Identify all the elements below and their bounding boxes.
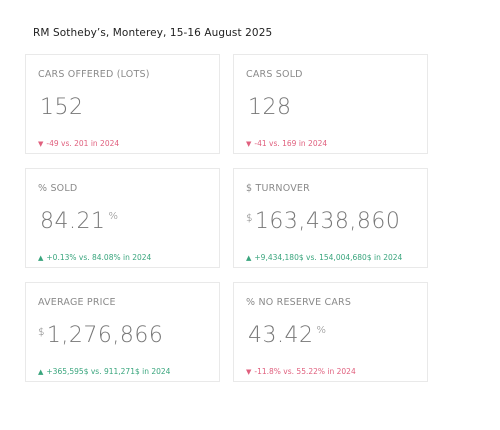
kpi-card-turnover: $ TURNOVER $163,438,860 ▲ +9,434,180$ vs.… (233, 168, 428, 268)
arrow-down-icon: ▼ (38, 140, 44, 148)
arrow-up-icon: ▲ (38, 254, 44, 262)
kpi-label: AVERAGE PRICE (38, 297, 116, 308)
arrow-down-icon: ▼ (246, 140, 252, 148)
kpi-number: 152 (40, 95, 84, 120)
kpi-card-average-price: AVERAGE PRICE $1,276,866 ▲ +365,595$ vs. … (25, 282, 220, 382)
arrow-up-icon: ▲ (38, 368, 44, 376)
kpi-delta-text: +9,434,180$ vs. 154,004,680$ in 2024 (254, 253, 403, 262)
kpi-card-no-reserve: % NO RESERVE CARS 43.42% ▼ -11.8% vs. 55.… (233, 282, 428, 382)
kpi-delta: ▼ -11.8% vs. 55.22% in 2024 (246, 367, 356, 376)
kpi-number: 128 (248, 95, 292, 120)
kpi-label: $ TURNOVER (246, 183, 310, 194)
kpi-value: 43.42% (246, 323, 327, 348)
kpi-suffix: % (316, 325, 327, 336)
kpi-delta: ▲ +9,434,180$ vs. 154,004,680$ in 2024 (246, 253, 402, 262)
kpi-value: $1,276,866 (38, 323, 166, 348)
kpi-label: % SOLD (38, 183, 78, 194)
kpi-delta-text: -49 vs. 201 in 2024 (46, 139, 120, 148)
kpi-delta-text: -11.8% vs. 55.22% in 2024 (254, 367, 356, 376)
page-title: RM Sotheby’s, Monterey, 15-16 August 202… (33, 27, 273, 39)
kpi-label: % NO RESERVE CARS (246, 297, 352, 308)
kpi-value: 128 (246, 95, 295, 120)
kpi-number: 1,276,866 (46, 323, 164, 348)
kpi-number: 43.42 (248, 323, 314, 348)
kpi-value: $163,438,860 (246, 209, 403, 234)
kpi-label: CARS OFFERED (LOTS) (38, 69, 150, 80)
kpi-number: 84.21 (40, 209, 106, 234)
kpi-value: 84.21% (38, 209, 119, 234)
kpi-delta: ▲ +0.13% vs. 84.08% in 2024 (38, 253, 151, 262)
kpi-delta-text: -41 vs. 169 in 2024 (254, 139, 328, 148)
arrow-down-icon: ▼ (246, 368, 252, 376)
kpi-card-cars-offered: CARS OFFERED (LOTS) 152 ▼ -49 vs. 201 in … (25, 54, 220, 154)
kpi-delta: ▼ -41 vs. 169 in 2024 (246, 139, 327, 148)
kpi-delta-text: +365,595$ vs. 911,271$ in 2024 (46, 367, 171, 376)
kpi-card-percent-sold: % SOLD 84.21% ▲ +0.13% vs. 84.08% in 2024 (25, 168, 220, 268)
arrow-up-icon: ▲ (246, 254, 252, 262)
kpi-prefix: $ (246, 213, 253, 224)
kpi-number: 163,438,860 (254, 209, 401, 234)
kpi-value: 152 (38, 95, 87, 120)
kpi-delta: ▼ -49 vs. 201 in 2024 (38, 139, 119, 148)
kpi-delta-text: +0.13% vs. 84.08% in 2024 (46, 253, 152, 262)
kpi-delta: ▲ +365,595$ vs. 911,271$ in 2024 (38, 367, 170, 376)
kpi-label: CARS SOLD (246, 69, 303, 80)
kpi-suffix: % (108, 211, 119, 222)
kpi-prefix: $ (38, 327, 45, 338)
kpi-card-cars-sold: CARS SOLD 128 ▼ -41 vs. 169 in 2024 (233, 54, 428, 154)
